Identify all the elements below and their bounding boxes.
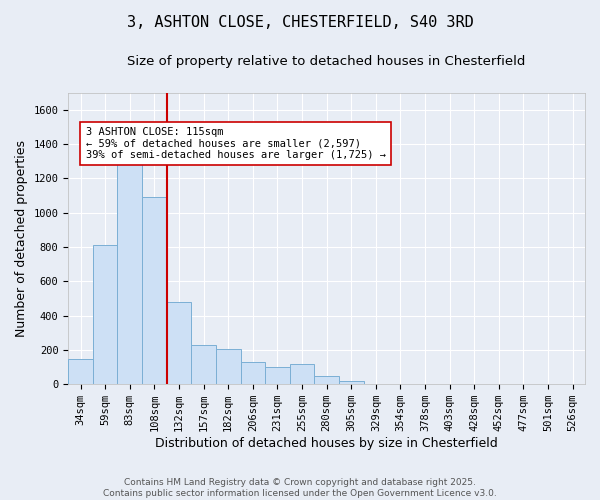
Bar: [265, 367, 290, 384]
Text: Contains HM Land Registry data © Crown copyright and database right 2025.
Contai: Contains HM Land Registry data © Crown c…: [103, 478, 497, 498]
Bar: [142, 198, 167, 384]
Y-axis label: Number of detached properties: Number of detached properties: [15, 140, 28, 337]
Bar: [290, 364, 314, 384]
Bar: [68, 358, 93, 384]
Title: Size of property relative to detached houses in Chesterfield: Size of property relative to detached ho…: [127, 55, 526, 68]
Bar: [339, 381, 364, 384]
Bar: [241, 362, 265, 384]
Bar: [314, 376, 339, 384]
Bar: [167, 302, 191, 384]
Bar: [93, 246, 118, 384]
Bar: [216, 349, 241, 384]
Text: 3 ASHTON CLOSE: 115sqm
← 59% of detached houses are smaller (2,597)
39% of semi-: 3 ASHTON CLOSE: 115sqm ← 59% of detached…: [86, 127, 386, 160]
Text: 3, ASHTON CLOSE, CHESTERFIELD, S40 3RD: 3, ASHTON CLOSE, CHESTERFIELD, S40 3RD: [127, 15, 473, 30]
Bar: [191, 345, 216, 384]
X-axis label: Distribution of detached houses by size in Chesterfield: Distribution of detached houses by size …: [155, 437, 498, 450]
Bar: [118, 162, 142, 384]
